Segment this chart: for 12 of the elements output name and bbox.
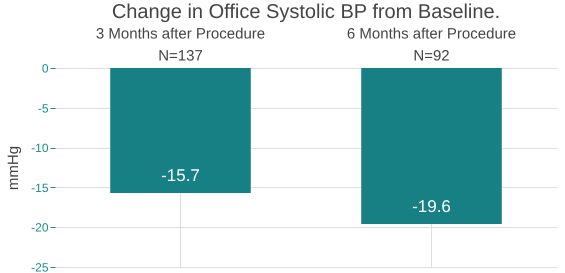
x-tick-label: 6 Months after Procedure N=92 xyxy=(346,26,516,64)
data-label: -15.7 xyxy=(161,166,200,185)
chart-title: Change in Office Systolic BP from Baseline. xyxy=(112,1,500,23)
y-tick-label: 0 xyxy=(42,62,49,76)
data-label: -19.6 xyxy=(412,197,451,216)
y-tick-label: -5 xyxy=(38,101,49,116)
y-tick-label: -15 xyxy=(31,180,49,195)
y-axis-title: mmHg xyxy=(5,146,22,190)
y-tick-label: -10 xyxy=(31,141,49,156)
y-tick-label: -25 xyxy=(31,260,49,273)
y-tick-label: -20 xyxy=(31,220,49,235)
x-tick-label: 3 Months after Procedure N=137 xyxy=(96,26,266,64)
